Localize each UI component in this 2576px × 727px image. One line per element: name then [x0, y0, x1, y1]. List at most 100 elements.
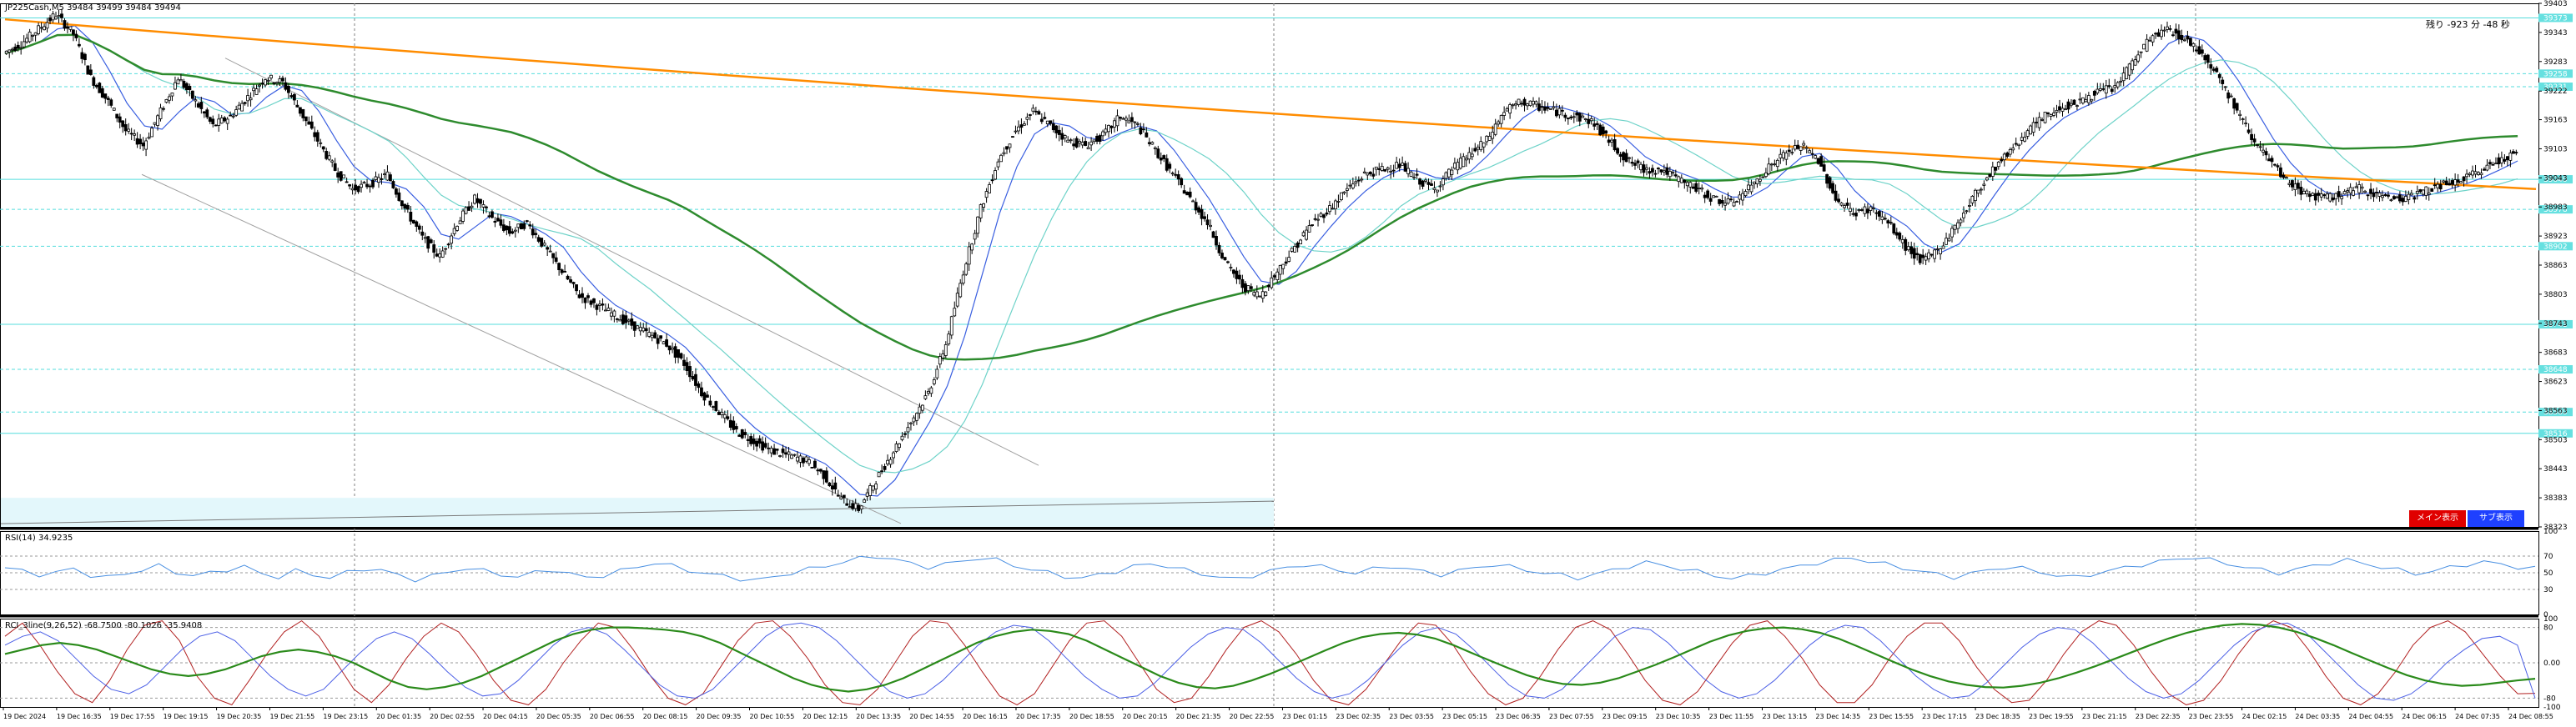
candle-up [1639, 163, 1643, 171]
candle-down [1546, 107, 1550, 109]
candle-up [1412, 176, 1416, 178]
candle-down [691, 376, 695, 380]
candle-down [1569, 116, 1573, 118]
candle-up [1023, 123, 1026, 126]
candle-up [1191, 200, 1195, 203]
candle-down [1182, 190, 1186, 194]
time-tick-label: 24 Dec 04:55 [2348, 713, 2393, 720]
candle-up [1438, 185, 1442, 188]
candle-up [22, 41, 26, 48]
candle-up [452, 228, 456, 234]
time-tick-label: 19 Dec 16:35 [57, 713, 102, 720]
candle-up [516, 223, 521, 228]
candle-up [1502, 112, 1507, 116]
candle-up [1773, 163, 1777, 166]
candle-down [2438, 183, 2443, 190]
rsi-level-label: 100 [2543, 528, 2558, 536]
candle-up [638, 327, 642, 332]
candle-up [2037, 117, 2041, 128]
candle-down [575, 284, 578, 292]
candle-up [2084, 99, 2088, 103]
candle-up [1485, 135, 1489, 143]
price-tick-label: 38803 [2543, 291, 2568, 299]
candle-down [2221, 79, 2225, 84]
candle-down [356, 186, 360, 193]
candle-down [667, 345, 672, 351]
candle-down [118, 116, 122, 123]
candle-down [1205, 219, 1210, 226]
main-view-button[interactable]: メイン表示 [2409, 510, 2466, 527]
candle-up [1470, 153, 1474, 158]
candle-down [2235, 103, 2239, 111]
candle-up [1767, 163, 1771, 175]
candle-down [551, 253, 556, 258]
candle-down [2197, 46, 2201, 55]
candle-up [2116, 82, 2120, 88]
panel-frames [0, 3, 2539, 708]
candle-up [28, 32, 32, 43]
candle-up [1301, 232, 1306, 237]
candle-up [1726, 198, 1730, 204]
candle-down [784, 452, 787, 455]
candle-up [1505, 108, 1509, 112]
time-axis: 19 Dec 2024 19 Dec 16:35 19 Dec 17:55 19 De… [3, 707, 2553, 720]
candle-up [2262, 149, 2265, 153]
candle-down [2264, 151, 2268, 156]
candle-down [1854, 213, 1858, 217]
candle-down [566, 275, 570, 280]
price-tick-label: 38503 [2543, 436, 2568, 444]
candle-down [2448, 183, 2452, 186]
candle-down [1019, 124, 1024, 128]
time-tick-label: 20 Dec 02:55 [430, 713, 475, 720]
candle-up [1900, 239, 1904, 243]
bar-timer-label: 残り -923 分 -48 秒 [2426, 19, 2510, 30]
price-tick-label: 38323 [2543, 524, 2568, 532]
candle-up [618, 319, 622, 322]
candle-up [1086, 147, 1090, 150]
candle-down [665, 339, 669, 347]
candle-up [1802, 143, 1806, 146]
sub-view-button[interactable]: サブ表示 [2468, 510, 2524, 527]
candle-up [374, 176, 378, 180]
candle-down [1543, 106, 1547, 111]
candle-down [2206, 54, 2210, 63]
candle-down [540, 238, 544, 247]
candle-up [2078, 98, 2082, 101]
candle-up [955, 293, 959, 307]
grid-lines [354, 3, 2196, 707]
candle-up [662, 341, 666, 344]
candle-down [1235, 270, 1239, 279]
candle-up [2319, 193, 2323, 198]
candle-down [601, 303, 605, 306]
candle-down [336, 172, 340, 178]
candle-down [2497, 157, 2501, 165]
candle-up [156, 115, 159, 126]
candle-up [1784, 153, 1789, 160]
candle-down [677, 348, 680, 358]
candle-up [906, 427, 910, 433]
candle-down [569, 279, 572, 283]
candle-up [1319, 213, 1323, 217]
candle-down [1522, 98, 1527, 106]
candle-up [636, 325, 640, 329]
candle-up [1945, 238, 1948, 245]
candle-up [37, 25, 40, 34]
candle-down [2430, 188, 2434, 192]
candle-up [2305, 190, 2309, 194]
candle-up [1755, 178, 1759, 184]
candle-up [2241, 118, 2245, 120]
candle-up [926, 391, 930, 394]
candle-up [1996, 161, 2000, 168]
candle-up [1799, 146, 1803, 151]
candle-up [1316, 218, 1320, 221]
candle-down [1729, 198, 1733, 201]
candle-up [25, 38, 29, 43]
candle-up [450, 235, 454, 244]
price-tick-label: 39343 [2543, 29, 2568, 38]
candle-down [1284, 261, 1288, 264]
candle-up [953, 308, 957, 317]
candle-up [153, 122, 157, 125]
candle-down [1909, 246, 1914, 254]
